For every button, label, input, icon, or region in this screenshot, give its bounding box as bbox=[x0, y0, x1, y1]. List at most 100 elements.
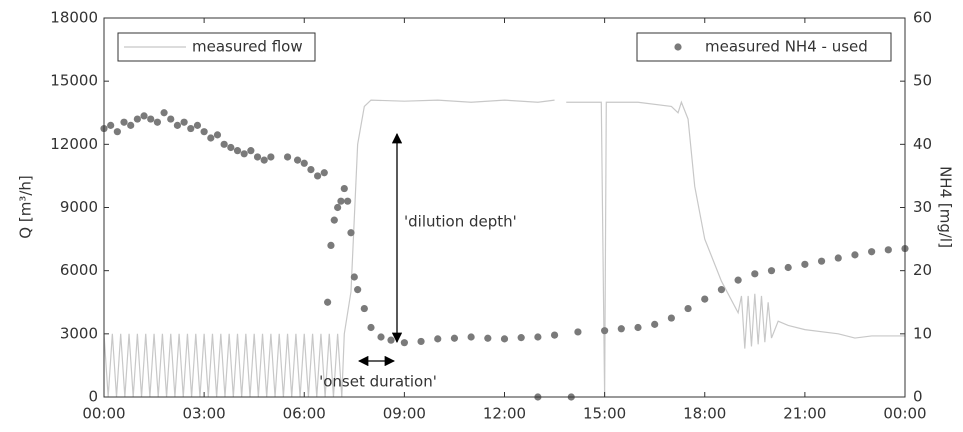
nh4-point bbox=[667, 314, 675, 322]
nh4-point bbox=[260, 156, 268, 164]
nh4-point bbox=[784, 263, 792, 272]
nh4-point bbox=[344, 197, 352, 205]
x-tick-label: 03:00 bbox=[183, 405, 226, 423]
nh4-point bbox=[484, 334, 492, 342]
nh4-point bbox=[330, 216, 338, 224]
nh4-point bbox=[801, 260, 809, 268]
nh4-point bbox=[167, 115, 175, 123]
y-axis-label: Q [m³/h] bbox=[17, 175, 35, 238]
x-tick-label: 21:00 bbox=[783, 405, 826, 423]
flow-line bbox=[103, 99, 905, 398]
y-tick-label: 0 bbox=[88, 388, 98, 406]
y-tick-label: 15000 bbox=[50, 72, 98, 90]
nh4-point bbox=[227, 143, 235, 152]
y2-tick-label: 60 bbox=[913, 9, 932, 27]
nh4-point bbox=[350, 273, 358, 281]
nh4-point bbox=[717, 286, 726, 294]
nh4-point bbox=[180, 118, 188, 126]
nh4-point bbox=[340, 184, 348, 193]
nh4-point bbox=[133, 115, 141, 123]
nh4-point bbox=[147, 115, 155, 123]
x-tick-label: 00:00 bbox=[82, 405, 125, 423]
nh4-point bbox=[684, 304, 692, 313]
nh4-point bbox=[617, 325, 625, 333]
y2-tick-label: 20 bbox=[913, 261, 932, 279]
nh4-point bbox=[450, 334, 459, 342]
nh4-point bbox=[327, 241, 335, 249]
nh4-point bbox=[240, 150, 248, 158]
nh4-point bbox=[851, 251, 859, 259]
nh4-point bbox=[187, 124, 195, 133]
nh4-point bbox=[734, 276, 742, 284]
nh4-point bbox=[534, 333, 542, 341]
y2-tick-label: 30 bbox=[913, 198, 932, 216]
annotation: 'onset duration' bbox=[319, 373, 437, 391]
nh4-point bbox=[334, 203, 342, 212]
nh4-point bbox=[324, 298, 332, 306]
nh4-point bbox=[213, 131, 222, 139]
nh4-point bbox=[701, 295, 709, 303]
nh4-point bbox=[140, 112, 148, 120]
x-tick-label: 09:00 bbox=[383, 405, 426, 423]
nh4-point bbox=[434, 335, 442, 343]
y-tick-label: 9000 bbox=[60, 198, 98, 216]
nh4-point bbox=[300, 159, 308, 167]
nh4-point bbox=[200, 128, 208, 136]
y-tick-label: 3000 bbox=[60, 324, 98, 342]
nh4-point bbox=[354, 286, 362, 294]
nh4-point bbox=[347, 229, 355, 237]
x-tick-label: 06:00 bbox=[283, 405, 326, 423]
legend-swatch bbox=[674, 43, 682, 51]
y-tick-label: 12000 bbox=[50, 135, 98, 153]
y2-axis-label: NH4 [mg/l] bbox=[937, 166, 955, 248]
x-tick-label: 00:00 bbox=[883, 405, 926, 423]
nh4-point bbox=[233, 147, 242, 155]
nh4-point bbox=[293, 156, 302, 164]
nh4-point bbox=[651, 320, 659, 328]
nh4-point bbox=[207, 134, 215, 142]
nh4-point bbox=[153, 118, 161, 126]
nh4-point bbox=[267, 153, 275, 161]
nh4-point bbox=[601, 327, 609, 335]
nh4-point bbox=[400, 339, 408, 347]
nh4-point bbox=[467, 333, 475, 341]
y-tick-label: 18000 bbox=[50, 9, 98, 27]
nh4-point bbox=[220, 140, 228, 148]
nh4-point bbox=[193, 121, 202, 129]
nh4-point bbox=[550, 331, 559, 339]
legend-label: measured flow bbox=[192, 38, 303, 56]
nh4-point bbox=[173, 121, 182, 129]
nh4-point bbox=[127, 121, 135, 129]
y2-tick-label: 10 bbox=[913, 324, 932, 342]
nh4-point bbox=[884, 246, 892, 254]
y-tick-label: 6000 bbox=[60, 261, 98, 279]
nh4-point bbox=[417, 337, 425, 346]
nh4-point bbox=[517, 334, 525, 342]
nh4-point bbox=[160, 109, 168, 117]
nh4-point bbox=[834, 254, 842, 262]
legend-label: measured NH4 - used bbox=[705, 38, 868, 56]
nh4-point bbox=[107, 121, 115, 129]
nh4-point bbox=[253, 153, 262, 161]
nh4-point bbox=[367, 323, 375, 332]
nh4-point bbox=[283, 153, 292, 161]
nh4-point bbox=[500, 335, 509, 343]
nh4-point bbox=[360, 304, 368, 313]
nh4-point bbox=[307, 166, 315, 174]
nh4-point bbox=[817, 257, 826, 265]
y2-tick-label: 0 bbox=[913, 388, 923, 406]
x-tick-label: 12:00 bbox=[483, 405, 526, 423]
nh4-point bbox=[751, 270, 759, 278]
y2-tick-label: 40 bbox=[913, 135, 932, 153]
nh4-point bbox=[320, 169, 328, 177]
nh4-point bbox=[337, 197, 345, 205]
annotation: 'dilution depth' bbox=[404, 213, 517, 231]
nh4-point bbox=[120, 118, 128, 126]
nh4-point bbox=[574, 328, 582, 336]
nh4-point bbox=[377, 333, 385, 341]
nh4-point bbox=[113, 128, 121, 136]
nh4-point bbox=[314, 172, 322, 180]
nh4-point bbox=[387, 336, 395, 344]
nh4-point bbox=[247, 147, 255, 155]
